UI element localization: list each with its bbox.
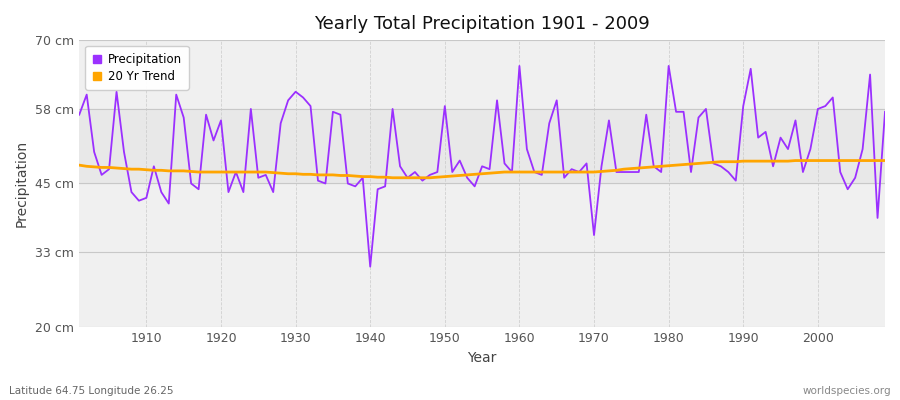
- Y-axis label: Precipitation: Precipitation: [15, 140, 29, 227]
- Text: worldspecies.org: worldspecies.org: [803, 386, 891, 396]
- Title: Yearly Total Precipitation 1901 - 2009: Yearly Total Precipitation 1901 - 2009: [314, 15, 650, 33]
- X-axis label: Year: Year: [467, 351, 497, 365]
- Legend: Precipitation, 20 Yr Trend: Precipitation, 20 Yr Trend: [86, 46, 189, 90]
- Bar: [79, 109, 885, 184]
- Text: Latitude 64.75 Longitude 26.25: Latitude 64.75 Longitude 26.25: [9, 386, 174, 396]
